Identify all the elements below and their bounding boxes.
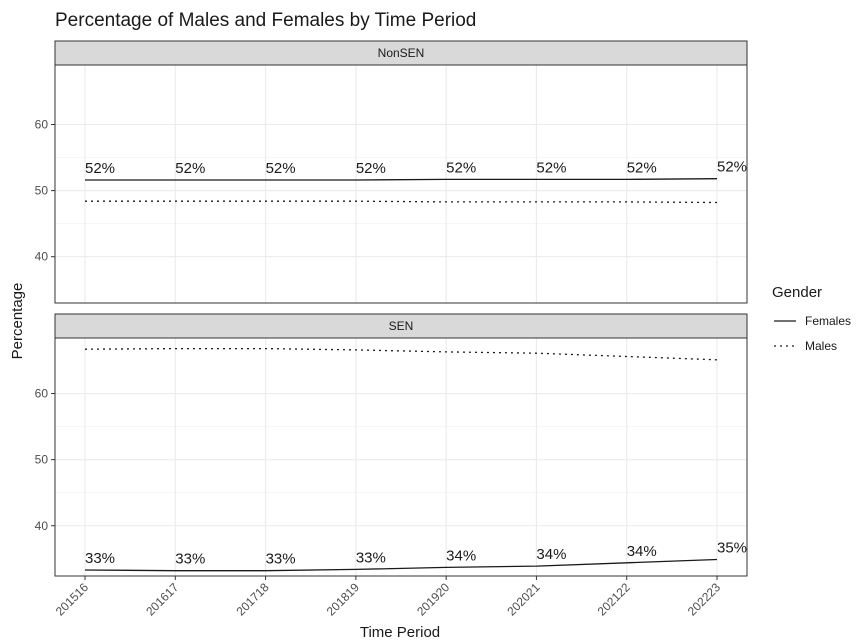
facet-strip (54, 40, 748, 66)
data-label: 52% (175, 160, 205, 177)
data-label: 33% (356, 549, 386, 566)
legend-title: Gender (772, 284, 822, 301)
y-tick-label: 40 (35, 519, 49, 533)
data-label: 33% (175, 551, 205, 568)
data-label: 34% (536, 546, 566, 563)
chart-title: Percentage of Males and Females by Time … (55, 10, 476, 31)
series-line-females (85, 178, 718, 181)
data-label: 34% (446, 547, 476, 564)
data-label: 33% (85, 550, 115, 567)
facet-strip (54, 313, 748, 339)
legend-label-males: Males (805, 339, 837, 353)
y-axis-title: Percentage (9, 283, 26, 360)
legend-label-females: Females (805, 314, 851, 328)
x-axis-title: Time Period (360, 624, 440, 641)
data-label: 52% (446, 159, 476, 176)
data-label: 35% (717, 539, 747, 556)
panel-background (55, 65, 747, 303)
data-label: 33% (266, 551, 296, 568)
data-label: 52% (627, 159, 657, 176)
y-tick-label: 50 (35, 184, 49, 198)
data-label: 52% (85, 160, 115, 177)
data-label: 52% (717, 159, 747, 176)
facet-strip-label: NonSEN (378, 46, 425, 60)
series-line-females (84, 558, 718, 572)
y-tick-label: 60 (35, 118, 49, 132)
facet-strip-label: SEN (389, 319, 414, 333)
legend: Gender Females Males (772, 284, 851, 353)
panels: 40 50 60 NonSEN 52% 52% 52% 52% 52% 52% 52% 52% 40 50… (35, 40, 748, 577)
data-label: 34% (627, 543, 657, 560)
panel-sen: 40 50 60 SEN 33% 33% 33% 33% 34% 34% 34% 35% (35, 313, 748, 577)
panel-background (55, 338, 747, 576)
data-label: 52% (266, 160, 296, 177)
panel-nonsen: 40 50 60 NonSEN 52% 52% 52% 52% 52% 52% 52% 52% (35, 40, 748, 304)
y-tick-label: 40 (35, 250, 49, 264)
y-tick-label: 50 (35, 453, 49, 467)
data-label: 52% (536, 159, 566, 176)
legend-entries: Females Males (774, 314, 851, 353)
data-label: 52% (356, 160, 386, 177)
y-tick-label: 60 (35, 387, 49, 401)
